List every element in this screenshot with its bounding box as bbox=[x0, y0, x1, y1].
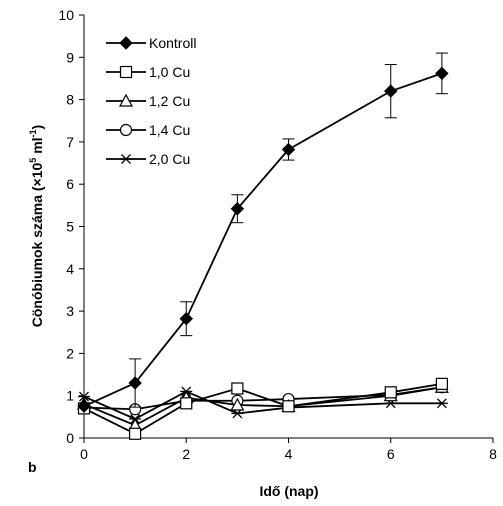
y-axis-title-close: ) bbox=[29, 125, 45, 130]
legend-entry: 2,0 Cu bbox=[106, 151, 190, 167]
y-axis-title-unit: ml bbox=[29, 137, 45, 157]
data-point bbox=[435, 66, 449, 81]
y-tick-label: 7 bbox=[66, 134, 74, 150]
x-axis-title: Idő (nap) bbox=[259, 483, 318, 499]
y-tick-label: 4 bbox=[66, 261, 74, 277]
y-tick-label: 10 bbox=[58, 7, 74, 23]
legend-entry: Kontroll bbox=[106, 35, 196, 51]
data-point bbox=[384, 84, 398, 98]
data-point bbox=[435, 398, 448, 409]
data-point bbox=[180, 397, 193, 410]
data-point bbox=[77, 399, 91, 413]
legend-label: 1,0 Cu bbox=[149, 64, 190, 80]
x-tick-label: 0 bbox=[80, 446, 88, 462]
y-axis-title-main: Cönóbiumok száma (×10 bbox=[29, 162, 45, 327]
legend-label: Kontroll bbox=[149, 35, 196, 51]
data-point bbox=[435, 377, 448, 390]
panel-letter: b bbox=[28, 459, 37, 475]
legend-marker bbox=[119, 65, 133, 79]
y-tick-label: 8 bbox=[66, 92, 74, 108]
data-point bbox=[78, 391, 90, 402]
y-tick-label: 1 bbox=[66, 388, 74, 404]
data-point bbox=[179, 312, 193, 326]
y-tick-label: 0 bbox=[66, 430, 74, 446]
data-point bbox=[129, 427, 142, 440]
y-tick-label: 9 bbox=[66, 49, 74, 65]
asterisk-stroke bbox=[121, 154, 131, 164]
series-line bbox=[83, 72, 443, 408]
data-point bbox=[231, 382, 244, 395]
legend-marker bbox=[118, 93, 134, 107]
legend-entry: 1,2 Cu bbox=[106, 93, 190, 109]
y-tick-label: 3 bbox=[66, 303, 74, 319]
y-tick-label: 5 bbox=[66, 219, 74, 235]
y-axis-title-unit-exp: -1 bbox=[28, 129, 38, 137]
y-tick-label: 2 bbox=[66, 345, 74, 361]
y-tick-label: 6 bbox=[66, 176, 74, 192]
legend-marker bbox=[120, 154, 132, 164]
data-point bbox=[230, 202, 245, 216]
asterisk-stroke bbox=[79, 391, 89, 402]
legend: Kontroll 1,0 Cu 1,2 Cu 1,4 Cu 2,0 Cu bbox=[106, 35, 196, 167]
axes: 0 1 2 3 4 5 6 7 8 9 10 0 2 4 6 8 bbox=[58, 7, 497, 462]
data-point bbox=[281, 142, 296, 157]
data-point bbox=[128, 376, 142, 390]
data-point bbox=[282, 400, 295, 413]
series-kontroll bbox=[77, 52, 449, 413]
legend-label: 2,0 Cu bbox=[149, 151, 190, 167]
data-point bbox=[384, 386, 397, 399]
legend-entry: 1,4 Cu bbox=[106, 122, 190, 138]
y-axis-title-exp: 5 bbox=[28, 158, 38, 163]
x-tick-label: 6 bbox=[387, 446, 395, 462]
legend-entry: 1,0 Cu bbox=[106, 64, 190, 80]
asterisk-stroke bbox=[436, 398, 447, 409]
legend-marker bbox=[119, 123, 133, 137]
x-tick-label: 8 bbox=[489, 446, 497, 462]
series-layer bbox=[76, 52, 449, 440]
y-axis-title: Cönóbiumok száma (×105 ml-1) bbox=[28, 125, 45, 327]
legend-marker bbox=[119, 36, 133, 50]
data-point bbox=[230, 397, 245, 411]
x-tick-label: 2 bbox=[182, 446, 190, 462]
x-tick-label: 4 bbox=[285, 446, 293, 462]
legend-label: 1,2 Cu bbox=[149, 93, 190, 109]
legend-label: 1,4 Cu bbox=[149, 122, 190, 138]
